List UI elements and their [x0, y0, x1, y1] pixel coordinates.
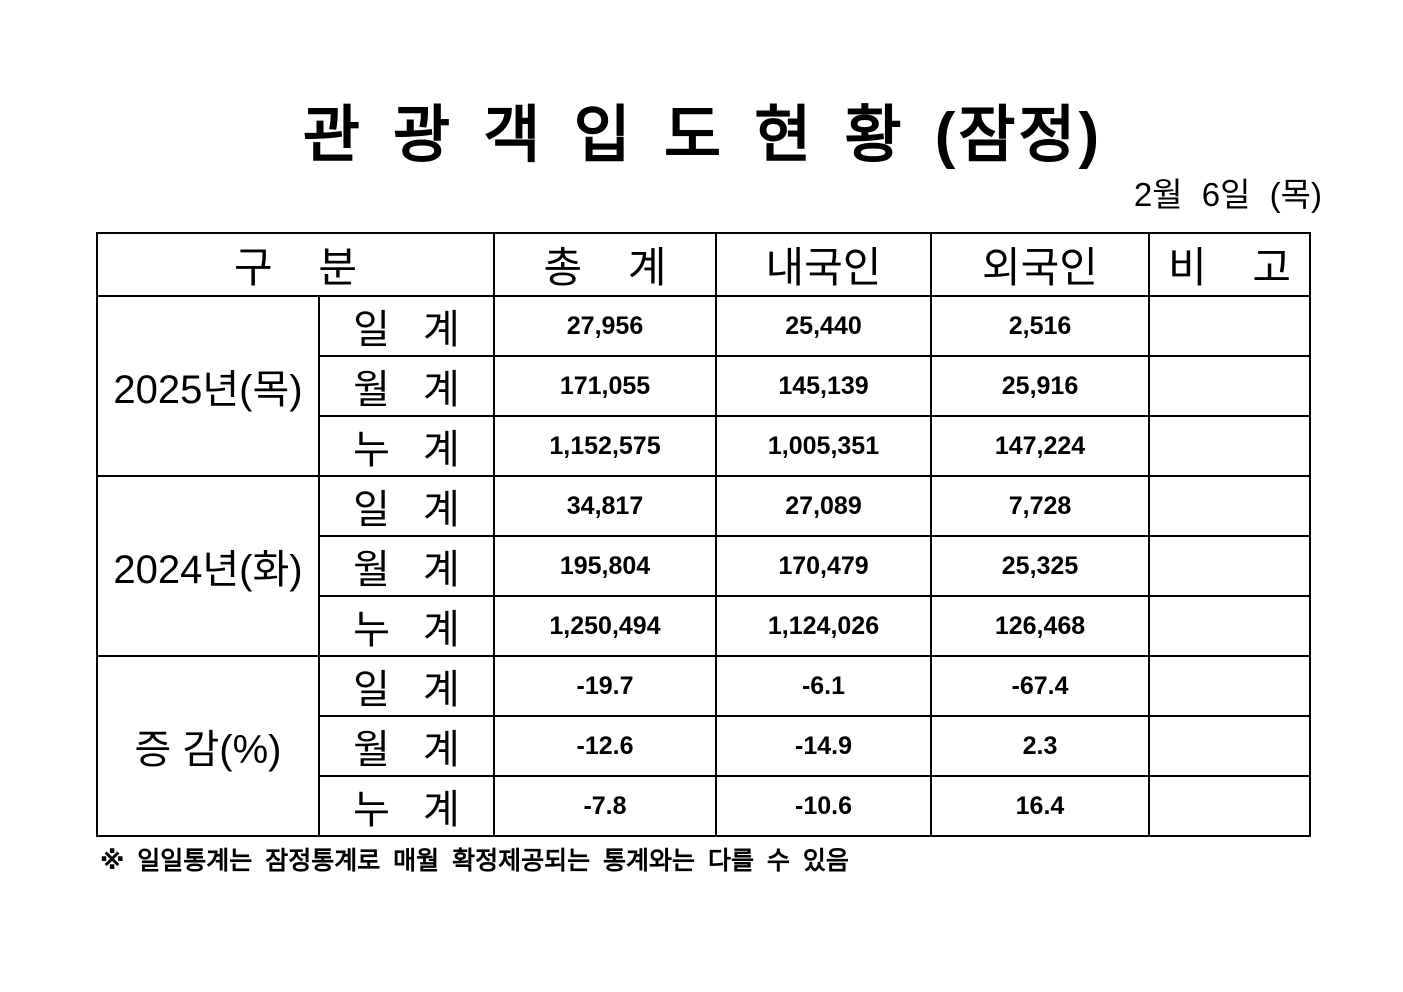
row-label: 월 계	[318, 535, 495, 597]
total-value: -7.8	[493, 775, 717, 837]
total-value: 1,250,494	[493, 595, 717, 657]
foreign-value: 126,468	[930, 595, 1150, 657]
row-label: 누 계	[318, 415, 495, 477]
remarks-cell	[1148, 355, 1311, 417]
header-foreign: 외국인	[930, 232, 1150, 297]
remarks-cell	[1148, 415, 1311, 477]
total-value: 27,956	[493, 295, 717, 357]
remarks-cell	[1148, 475, 1311, 537]
foreign-value: 2.3	[930, 715, 1150, 777]
domestic-value: 1,005,351	[715, 415, 932, 477]
header-remarks: 비 고	[1148, 232, 1311, 297]
foreign-value: 25,916	[930, 355, 1150, 417]
row-label: 월 계	[318, 355, 495, 417]
total-value: 34,817	[493, 475, 717, 537]
table-row: 2024년(화) 일 계 34,817 27,089 7,728	[96, 475, 1311, 657]
foreign-value: -67.4	[930, 655, 1150, 717]
domestic-value: -14.9	[715, 715, 932, 777]
total-value: 171,055	[493, 355, 717, 417]
year-2025-cell: 2025년(목)	[96, 295, 320, 477]
foreign-value: 147,224	[930, 415, 1150, 477]
table-row: 증 감(%) 일 계 -19.7 -6.1 -67.4	[96, 655, 1311, 837]
header-total: 총 계	[493, 232, 717, 297]
row-label: 일 계	[318, 655, 495, 717]
remarks-cell	[1148, 775, 1311, 837]
foreign-value: 25,325	[930, 535, 1150, 597]
total-value: -12.6	[493, 715, 717, 777]
page-title: 관 광 객 입 도 현 황 (잠정)	[302, 101, 1103, 170]
total-value: 195,804	[493, 535, 717, 597]
table-row: 월 계 171,055 145,139 25,916	[97, 355, 1311, 417]
table-row: 월 계 195,804 170,479 25,325	[97, 535, 1311, 597]
foreign-value: 16.4	[930, 775, 1150, 837]
remarks-cell	[1148, 715, 1311, 777]
domestic-value: -6.1	[715, 655, 932, 717]
row-label: 월 계	[318, 715, 495, 777]
header-row: 구 분 총 계 내국인 외국인 비 고	[96, 232, 1311, 297]
report-date: 2월 6일 (목)	[1133, 176, 1322, 213]
change-pct-cell: 증 감(%)	[96, 655, 320, 837]
remarks-cell	[1148, 655, 1311, 717]
header-domestic: 내국인	[715, 232, 932, 297]
domestic-value: 25,440	[715, 295, 932, 357]
table-row: 월 계 -12.6 -14.9 2.3	[97, 715, 1311, 777]
total-value: -19.7	[493, 655, 717, 717]
table-row: 누 계 -7.8 -10.6 16.4	[97, 775, 1311, 837]
year-2024-cell: 2024년(화)	[96, 475, 320, 657]
domestic-value: 1,124,026	[715, 595, 932, 657]
remarks-cell	[1148, 535, 1311, 597]
row-label: 누 계	[318, 595, 495, 657]
total-value: 1,152,575	[493, 415, 717, 477]
domestic-value: 170,479	[715, 535, 932, 597]
table-row: 누 계 1,250,494 1,124,026 126,468	[97, 595, 1311, 657]
foreign-value: 7,728	[930, 475, 1150, 537]
table-row: 누 계 1,152,575 1,005,351 147,224	[97, 415, 1311, 477]
remarks-cell	[1148, 595, 1311, 657]
remarks-cell	[1148, 295, 1311, 357]
table-row: 2025년(목) 일 계 27,956 25,440 2,516	[96, 295, 1311, 477]
domestic-value: 27,089	[715, 475, 932, 537]
foreign-value: 2,516	[930, 295, 1150, 357]
footnote: ※ 일일통계는 잠정통계로 매월 확정제공되는 통계와는 다를 수 있음	[100, 847, 849, 875]
domestic-value: -10.6	[715, 775, 932, 837]
row-label: 일 계	[318, 475, 495, 537]
tourist-arrivals-table: 구 분 총 계 내국인 외국인 비 고 2025년(목) 일 계 27,956 …	[96, 232, 1311, 837]
row-label: 일 계	[318, 295, 495, 357]
domestic-value: 145,139	[715, 355, 932, 417]
header-category: 구 분	[96, 232, 495, 297]
row-label: 누 계	[318, 775, 495, 837]
